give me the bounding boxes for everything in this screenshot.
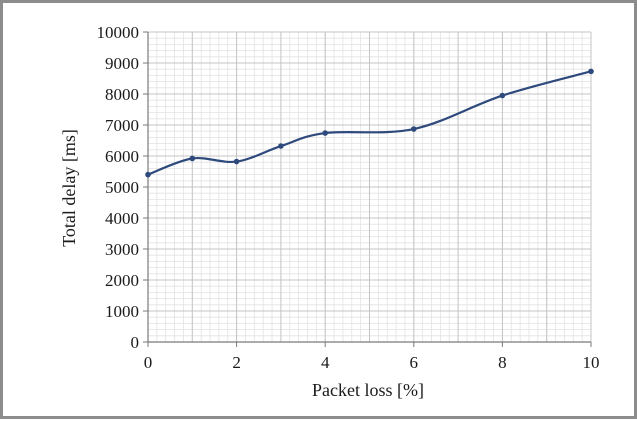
x-tick-label: 8 [498, 353, 507, 372]
data-point [411, 126, 417, 132]
y-tick-label: 10000 [97, 23, 140, 42]
data-point [499, 92, 506, 99]
data-point [322, 130, 329, 136]
data-point [233, 158, 240, 165]
line-chart: 0 2 4 6 8 10 0 1000 2000 3000 4000 5000 6000 7000 800… [59, 23, 600, 400]
data-point [588, 68, 594, 75]
x-tick-label: 10 [583, 353, 600, 372]
x-tick-label: 2 [232, 353, 241, 372]
data-point [189, 155, 196, 162]
major-gridlines [147, 31, 592, 343]
y-tick-label: 9000 [105, 54, 139, 73]
y-tick-label: 7000 [105, 116, 139, 135]
y-tick-label: 1000 [105, 302, 139, 321]
x-axis-title: Packet loss [%] [312, 380, 424, 400]
y-tick-labels: 0 1000 2000 3000 4000 5000 6000 7000 8000 9000 100… [97, 23, 140, 352]
axes [143, 31, 592, 347]
y-tick-label: 2000 [105, 271, 139, 290]
y-tick-label: 3000 [105, 240, 139, 259]
y-tick-label: 4000 [105, 209, 139, 228]
series-layer [145, 68, 594, 178]
y-tick-label: 8000 [105, 85, 139, 104]
x-tick-label: 0 [144, 353, 153, 372]
y-tick-label: 5000 [105, 178, 139, 197]
data-point [278, 143, 284, 149]
x-tick-label: 4 [321, 353, 330, 372]
data-point [145, 171, 151, 178]
x-tick-label: 6 [410, 353, 419, 372]
x-tick-labels: 0 2 4 6 8 10 [144, 353, 600, 372]
y-tick-label: 0 [131, 333, 140, 352]
y-axis-title: Total delay [ms] [59, 129, 79, 247]
y-tick-label: 6000 [105, 147, 139, 166]
